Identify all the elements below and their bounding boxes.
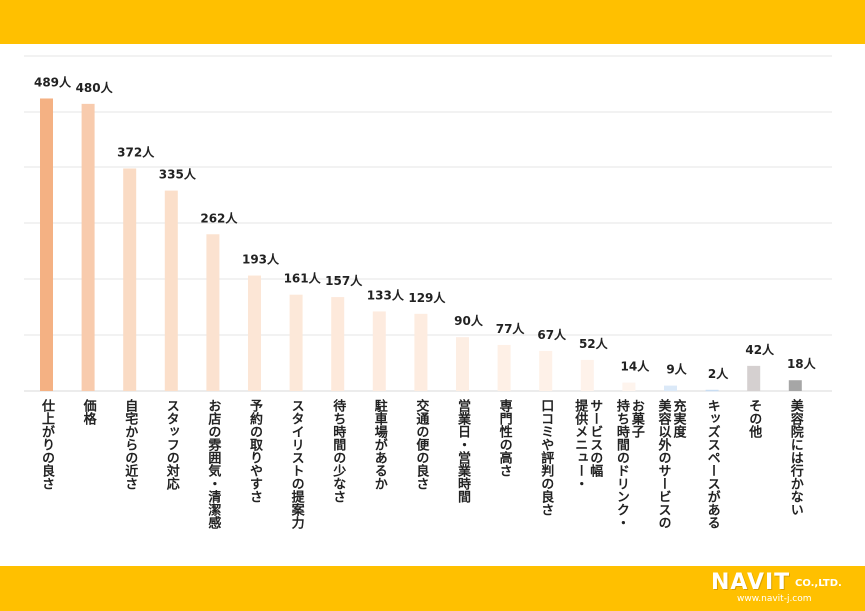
category-label: 提供メニュー・ [572, 398, 589, 490]
category-label: 持ち時間のドリンク・ [614, 398, 630, 529]
category-label: 美容院には行かない [788, 398, 805, 516]
data-label: 14人 [621, 359, 651, 374]
data-label: 90人 [454, 313, 484, 328]
bar [456, 337, 469, 391]
bar [81, 103, 95, 391]
data-label: 9人 [666, 362, 687, 377]
category-label: サービスの幅 [587, 399, 603, 478]
bar [747, 365, 761, 391]
logo-company: CO.,LTD. [795, 578, 842, 589]
bar [664, 385, 677, 391]
category-label: 専門性の高さ [497, 398, 512, 477]
data-label: 67人 [537, 327, 567, 342]
bar [248, 275, 261, 391]
category-label: その他 [746, 399, 763, 439]
category-label: スタイリストの提案力 [289, 399, 306, 530]
category-label: スタッフの対応 [164, 399, 181, 491]
data-label: 77人 [496, 321, 526, 336]
category-label: 営業日・営業時間 [455, 398, 472, 504]
category-label: 予約の取りやすさ [247, 399, 263, 503]
category-label: 価格 [81, 398, 98, 426]
data-label: 262人 [200, 210, 238, 225]
bar [123, 168, 137, 391]
data-label: 193人 [242, 252, 280, 267]
top-header-band [0, 0, 865, 44]
data-label: 372人 [117, 144, 155, 159]
bar [788, 380, 802, 391]
bar [40, 98, 53, 392]
data-label: 489人 [34, 74, 72, 89]
bottom-footer-band [0, 566, 865, 611]
category-label: 待ち時間の少なさ [330, 398, 347, 503]
bar [580, 359, 594, 391]
category-label: 口コミや評判の良さ [538, 399, 554, 516]
bar [414, 313, 428, 391]
data-label: 157人 [325, 273, 363, 288]
navit-logo: NAVIT CO.,LTD. www.navit-j.com [711, 570, 851, 606]
category-label: 自宅からの近さ [122, 398, 138, 490]
bar [331, 297, 345, 391]
bar [289, 294, 303, 391]
data-label: 42人 [745, 342, 775, 357]
category-label: 美容以外のサービスの [656, 398, 673, 529]
data-label: 2人 [708, 366, 729, 381]
category-label: 充実度 [671, 398, 687, 439]
bar [539, 350, 553, 391]
bar [372, 311, 386, 391]
data-label: 18人 [787, 356, 817, 371]
bar [497, 344, 511, 391]
data-label: 335人 [159, 167, 197, 182]
data-label: 480人 [76, 80, 114, 95]
data-label: 52人 [579, 336, 609, 351]
category-label: お店の雰囲気・清潔感 [205, 399, 221, 530]
bar [705, 389, 719, 392]
data-label: 129人 [408, 290, 446, 305]
category-label: 仕上がりの良さ [39, 398, 56, 490]
bar [206, 234, 220, 391]
bar [622, 382, 636, 391]
logo-brand: NAVIT [711, 570, 791, 595]
data-label: 161人 [284, 271, 322, 286]
category-label: お菓子 [629, 399, 646, 439]
category-label: キッズスペースがある [705, 399, 721, 529]
logo-url: www.navit-j.com [737, 594, 812, 604]
category-label: 駐車場があるか [372, 398, 388, 490]
data-label: 133人 [367, 287, 405, 302]
bar [164, 190, 178, 391]
category-label: 交通の便の良さ [413, 398, 429, 490]
